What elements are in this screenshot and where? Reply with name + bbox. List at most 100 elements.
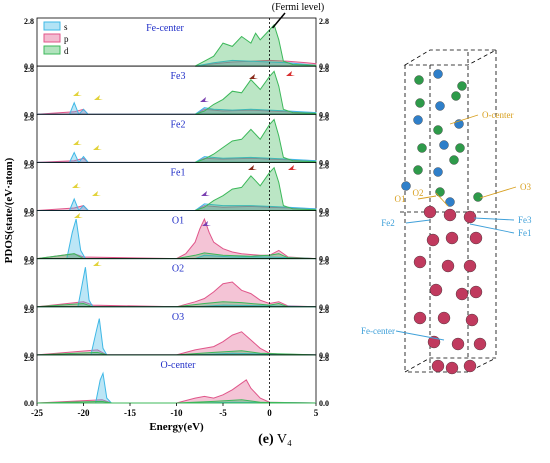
legend-swatch [43, 45, 61, 55]
fe-atom [445, 231, 459, 245]
o-atom [435, 101, 445, 111]
y-tick-label-right: 0.0 [319, 62, 329, 71]
annotation-arrow-icon [200, 97, 209, 102]
annotation-arrow-icon [288, 165, 297, 170]
fe-atom [451, 337, 465, 351]
o-atom [451, 91, 461, 101]
fe-atom [413, 311, 427, 325]
y-tick-label-right: 0.0 [319, 207, 329, 216]
o-atom [457, 81, 467, 91]
y-tick-label-right: 2.8 [319, 210, 329, 219]
y-tick-label-right: 0.0 [319, 351, 329, 360]
caption-letter: (e) [258, 432, 274, 447]
pdos-p-curve [36, 379, 317, 404]
legend-swatch [43, 33, 61, 43]
fe-atom [473, 337, 487, 351]
fe-atom [437, 311, 451, 325]
annotation-arrow-icon [202, 221, 211, 226]
cell-edge [403, 357, 497, 373]
y-tick-label: 0.0 [24, 207, 34, 216]
y-tick-label-right: 2.8 [319, 306, 329, 315]
fe-atom [469, 285, 483, 299]
pdos-d-curve [194, 23, 317, 67]
pdos-d-curve [194, 70, 317, 115]
label-leader [405, 219, 431, 224]
annotation-arrow-icon [93, 261, 102, 266]
x-tick-label: -5 [219, 408, 227, 418]
annotation-arrow-icon [94, 95, 103, 100]
structure-label: O1 [395, 194, 406, 204]
fermi-label: (Fermi level) [272, 2, 324, 13]
o-atom [439, 140, 449, 150]
o-atom [455, 143, 465, 153]
panel-label: Fe1 [171, 167, 186, 178]
fe-atom [463, 210, 477, 224]
y-tick-label: 0.0 [24, 158, 34, 167]
y-tick-label: 2.8 [24, 210, 34, 219]
y-tick-label: 2.8 [24, 354, 34, 363]
structure-label: Fe1 [518, 228, 532, 238]
structure-label: Fe3 [518, 215, 532, 225]
x-tick-label: -10 [171, 408, 183, 418]
fe-atom [455, 287, 469, 301]
annotation-arrow-icon [249, 74, 258, 79]
x-tick-label: -20 [78, 408, 90, 418]
y-tick-label-right: 0.0 [319, 303, 329, 312]
pdos-d-curve [36, 399, 317, 404]
label-leader [473, 217, 515, 221]
structure-label: Fe2 [381, 218, 395, 228]
annotation-arrow-icon [73, 91, 82, 96]
structure-label: Fe-center [361, 326, 395, 336]
x-tick-label: 5 [314, 408, 319, 418]
x-tick-label: -15 [124, 408, 136, 418]
fe-atom [413, 255, 427, 269]
y-tick-label: 2.8 [24, 113, 34, 122]
annotation-arrow-icon [72, 183, 81, 188]
annotation-arrow-icon [74, 213, 83, 218]
panel-label: O1 [172, 216, 184, 227]
legend-label: p [64, 34, 69, 44]
y-tick-label: 2.8 [24, 17, 34, 26]
o-atom [401, 181, 411, 191]
y-tick-label-right: 2.8 [319, 354, 329, 363]
panel-label: Fe3 [171, 71, 186, 82]
pdos-panel: O10.02.80.02.8 [24, 210, 329, 264]
y-tick-label-right: 2.8 [319, 65, 329, 74]
label-leader [469, 223, 515, 234]
x-tick-label: -25 [31, 408, 43, 418]
o-atom [445, 197, 455, 207]
y-tick-label-right: 0.0 [319, 158, 329, 167]
o-atom [435, 187, 445, 197]
panel-label: Fe2 [171, 119, 186, 130]
annotation-arrow-icon [93, 145, 102, 150]
fe-atom [463, 259, 477, 273]
o-atom [433, 167, 443, 177]
label-leader [479, 186, 517, 199]
fermi-arrow [271, 12, 286, 29]
figure-caption: (e) V₄ [0, 432, 550, 448]
annotation-arrow-icon [248, 165, 257, 170]
y-tick-label: 2.8 [24, 258, 34, 267]
legend-label: d [64, 46, 69, 56]
y-tick-label-right: 2.8 [319, 161, 329, 170]
pdos-p-curve [36, 331, 317, 356]
fe-atom [426, 233, 440, 247]
o-atom [433, 125, 443, 135]
fe-atom [423, 205, 437, 219]
fe-atom [429, 283, 443, 297]
y-tick-label: 0.0 [24, 255, 34, 264]
o-atom [417, 143, 427, 153]
annotation-arrow-icon [92, 191, 101, 196]
pdos-s-curve [37, 371, 317, 404]
label-leader [395, 330, 445, 341]
y-tick-label: 0.0 [24, 303, 34, 312]
fe-atom [441, 259, 455, 273]
label-leader [417, 195, 437, 200]
pdos-p-curve [36, 281, 317, 308]
label-leader [449, 114, 479, 125]
caption-text: V₄ [276, 432, 292, 447]
